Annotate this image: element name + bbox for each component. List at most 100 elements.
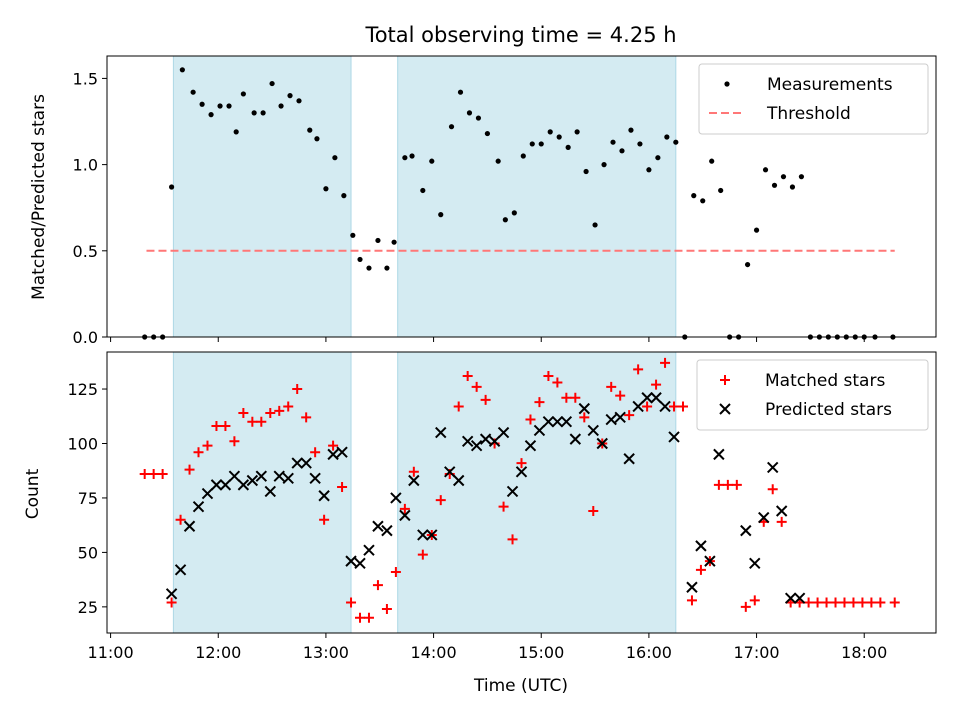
measurement-point <box>466 110 473 116</box>
measurement-point <box>307 127 313 133</box>
predicted-star-marker <box>444 466 456 478</box>
matched-star-marker <box>507 534 518 545</box>
predicted-star-marker <box>695 540 707 552</box>
measurement-point <box>771 182 778 188</box>
matched-star-marker <box>866 597 877 608</box>
matched-star-marker <box>310 447 321 458</box>
predicted-star-marker <box>587 424 599 437</box>
measurement-point <box>296 98 302 104</box>
measurement-point <box>637 141 643 147</box>
matched-star-marker <box>417 549 428 560</box>
predicted-star-marker <box>291 457 303 469</box>
x-tick-label: 11:00 <box>88 643 134 662</box>
measurement-point <box>565 144 571 150</box>
matched-star-marker <box>462 370 473 381</box>
matched-star-marker <box>328 440 339 451</box>
matched-star-marker <box>579 412 590 423</box>
measurement-point <box>511 210 517 216</box>
matched-star-marker <box>274 405 285 416</box>
y-tick-label: 1.5 <box>73 69 98 88</box>
observing-interval-band <box>173 56 352 337</box>
measurement-point <box>199 101 205 107</box>
predicted-star-marker <box>246 474 259 487</box>
measurement-point <box>484 130 491 137</box>
matched-star-marker <box>534 397 545 408</box>
measurement-point <box>592 222 598 228</box>
predicted-star-marker <box>461 435 474 448</box>
measurement-point <box>260 110 266 116</box>
matched-star-marker <box>722 479 733 490</box>
measurement-point <box>753 227 760 233</box>
matched-star-marker <box>381 604 392 615</box>
predicted-star-marker <box>264 485 276 498</box>
matched-star-marker <box>292 384 303 395</box>
measurement-point <box>448 124 455 130</box>
measurement-point <box>538 141 544 147</box>
measurement-point <box>208 112 214 118</box>
matched-star-marker <box>875 597 886 608</box>
predicted-star-marker <box>452 474 465 487</box>
predicted-star-marker <box>336 446 348 458</box>
measurement-point <box>673 139 679 145</box>
x-tick-label: 12:00 <box>195 643 241 662</box>
predicted-star-marker <box>524 439 537 452</box>
x-tick-label: 17:00 <box>734 643 780 662</box>
matched-star-marker <box>139 468 150 479</box>
measurements-legend-swatch <box>724 81 730 87</box>
matched-star-marker <box>148 468 159 479</box>
measurement-point <box>314 136 320 142</box>
y-tick-label: 100 <box>67 434 98 453</box>
measurement-point <box>217 103 223 109</box>
matched-star-marker <box>408 466 419 477</box>
matched-star-marker <box>767 484 778 495</box>
matched-star-marker <box>346 597 357 608</box>
matched-star-marker <box>337 482 348 493</box>
matched-star-marker <box>830 597 841 608</box>
measurement-point <box>520 153 526 159</box>
predicted-star-marker <box>623 453 635 465</box>
matched-star-marker <box>731 479 742 490</box>
matched-star-marker <box>265 407 276 418</box>
measurement-point <box>610 139 616 145</box>
matched-star-marker <box>695 564 706 575</box>
predicted-star-marker <box>345 555 357 567</box>
measurement-point <box>341 193 347 199</box>
predicted-star-marker <box>327 448 339 461</box>
matched-star-marker <box>301 412 312 423</box>
predicted-star-marker <box>300 457 312 469</box>
predicted-star-marker <box>219 479 232 491</box>
matched-star-marker <box>677 401 688 412</box>
predicted-star-marker <box>542 415 555 428</box>
measurement-point <box>287 93 293 99</box>
matched-star-marker <box>552 377 563 388</box>
y-tick-label: 75 <box>78 489 98 508</box>
predicted-star-marker <box>578 402 591 415</box>
matched-star-marker <box>857 597 868 608</box>
predicted-star-marker <box>506 485 519 498</box>
observing-interval-band <box>397 352 676 633</box>
matched-star-marker <box>256 416 267 427</box>
measurement-point <box>409 153 415 159</box>
predicted-star-marker <box>515 466 528 478</box>
matched-star-marker <box>889 597 900 608</box>
predicted-star-marker <box>497 426 510 439</box>
predicted-star-marker <box>201 487 214 500</box>
matched-star-marker <box>435 495 446 506</box>
x-tick-label: 15:00 <box>518 643 564 662</box>
measurement-point <box>366 265 372 271</box>
predicted-star-marker <box>749 557 761 570</box>
y-tick-label: 0.5 <box>73 242 98 261</box>
predicted-star-marker <box>560 415 573 428</box>
measurement-point <box>574 129 580 135</box>
predicted-star-marker <box>381 524 393 537</box>
matched-star-marker <box>238 407 249 418</box>
predicted-star-marker <box>488 435 501 448</box>
matched-star-marker <box>193 447 204 458</box>
predicted-star-marker <box>183 520 196 532</box>
matched-star-marker <box>390 567 401 578</box>
matched-star-marker <box>570 392 581 403</box>
measurement-point <box>798 174 805 180</box>
bottom-panel: Count 11:00 12:00 13:00 14:00 15:00 16:00 17:0… <box>23 351 937 662</box>
measurement-point <box>628 127 634 133</box>
